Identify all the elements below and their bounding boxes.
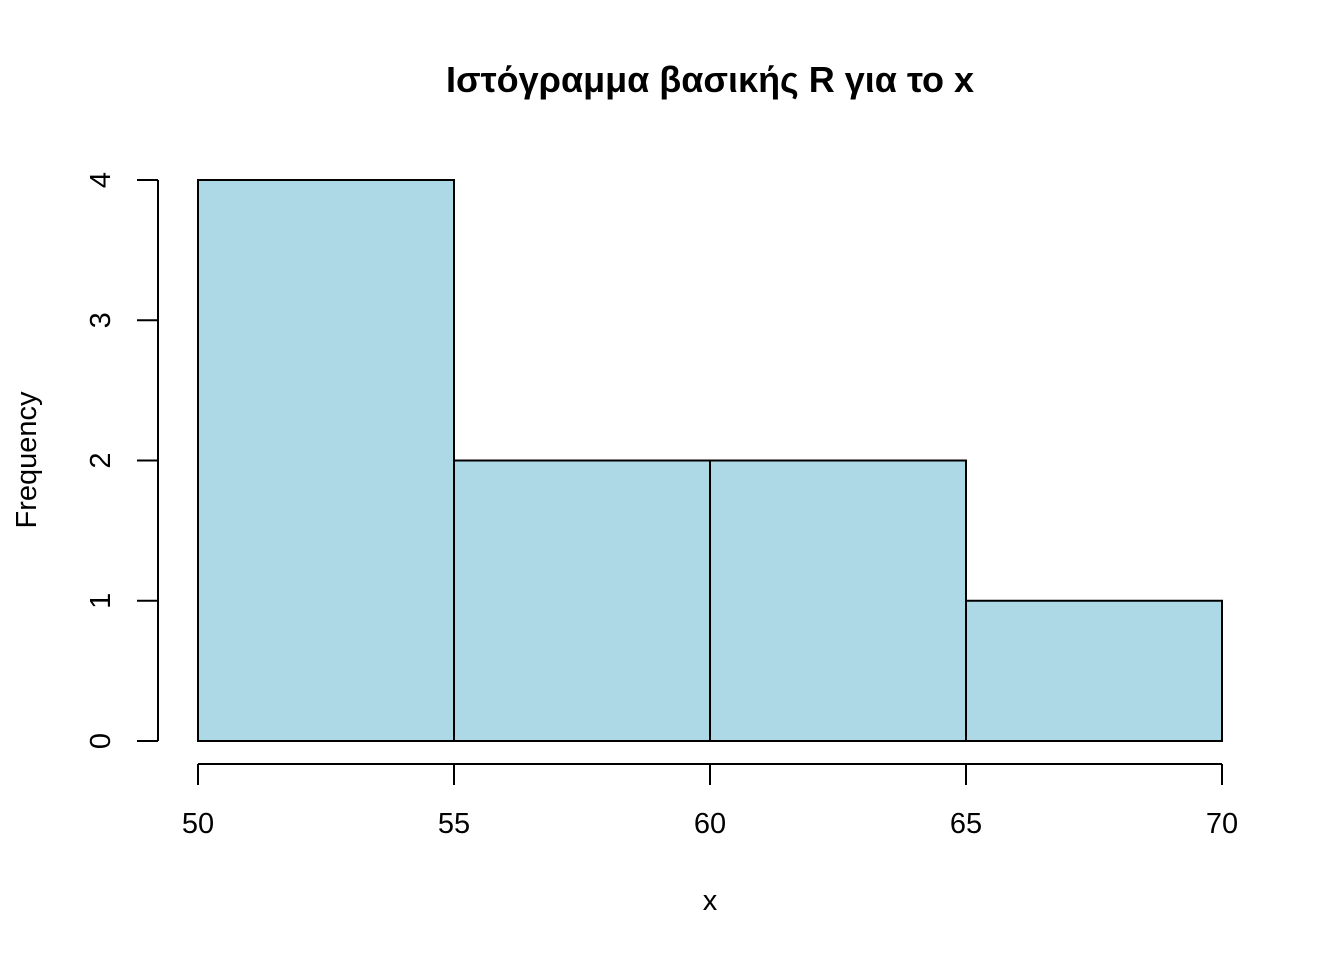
histogram-bar-2	[453, 459, 711, 742]
y-tick-label: 0	[85, 733, 117, 749]
x-tick-label: 70	[1206, 808, 1238, 840]
y-tick-label: 1	[85, 593, 117, 609]
histogram-bar-3	[709, 459, 967, 742]
x-tick-label: 65	[950, 808, 982, 840]
histogram-bar-4	[965, 599, 1223, 742]
x-axis-label: x	[703, 885, 718, 917]
x-tick-label: 55	[438, 808, 470, 840]
histogram-bar-1	[197, 179, 455, 742]
bars-group	[197, 179, 1223, 742]
x-axis: 50 55 60 65 70	[182, 763, 1238, 840]
y-tick-label: 4	[85, 172, 117, 188]
x-tick-label: 60	[694, 808, 726, 840]
y-axis: 0 1 2 3 4	[85, 172, 159, 749]
chart-title: Ιστόγραμμα βασικής R για το x	[446, 59, 974, 100]
y-axis-label: Frequency	[11, 391, 43, 529]
y-tick-label: 2	[85, 452, 117, 468]
x-tick-label: 50	[182, 808, 214, 840]
y-tick-label: 3	[85, 312, 117, 328]
